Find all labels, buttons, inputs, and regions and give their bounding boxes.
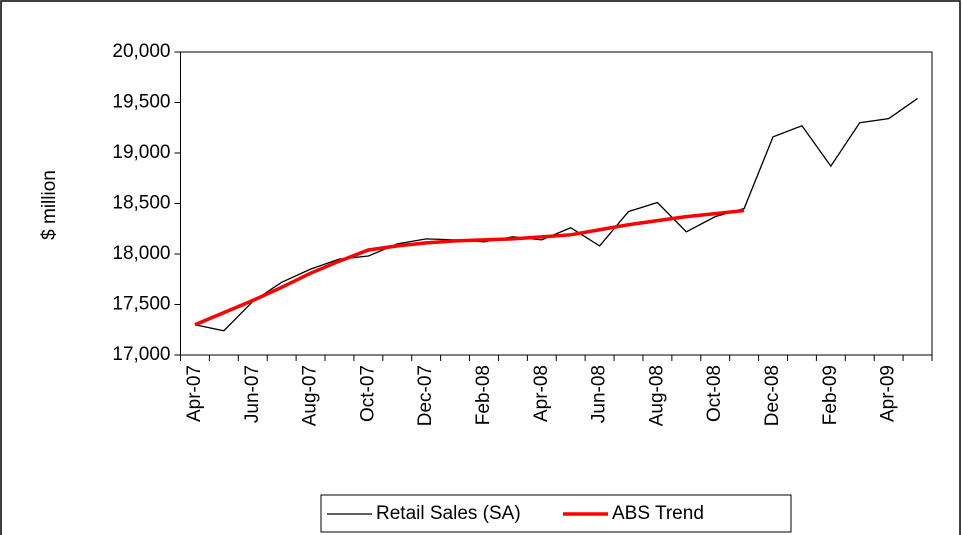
y-tick-label: 19,000 (112, 142, 170, 163)
y-tick-label: 17,500 (112, 294, 170, 315)
x-tick-label: Apr-07 (184, 365, 205, 422)
y-axis-label: $ million (39, 170, 60, 240)
x-tick-label: Oct-07 (357, 365, 378, 422)
x-tick-label: Dec-08 (762, 365, 783, 426)
y-tick-label: 17,000 (112, 344, 170, 365)
line-series (194, 208, 745, 327)
x-tick-label: Apr-09 (878, 365, 899, 422)
line-series (194, 97, 918, 332)
y-tick-label: 18,000 (112, 243, 170, 264)
x-tick-label: Dec-07 (415, 365, 436, 426)
y-tick-label: 19,500 (112, 92, 170, 113)
x-tick-label: Feb-08 (473, 365, 494, 425)
legend-label: ABS Trend (612, 503, 704, 524)
x-tick-label: Aug-08 (646, 365, 667, 426)
x-tick-label: Jun-07 (242, 365, 263, 423)
y-tick-label: 20,000 (112, 41, 170, 62)
x-tick-label: Oct-08 (704, 365, 725, 422)
y-tick-label: 18,500 (112, 193, 170, 214)
x-tick-label: Apr-08 (531, 365, 552, 422)
legend-label: Retail Sales (SA) (376, 503, 521, 524)
x-tick-label: Feb-09 (820, 365, 841, 425)
legend (320, 494, 792, 533)
x-tick-label: Jun-08 (589, 365, 610, 423)
x-tick-label: Aug-07 (300, 365, 321, 426)
